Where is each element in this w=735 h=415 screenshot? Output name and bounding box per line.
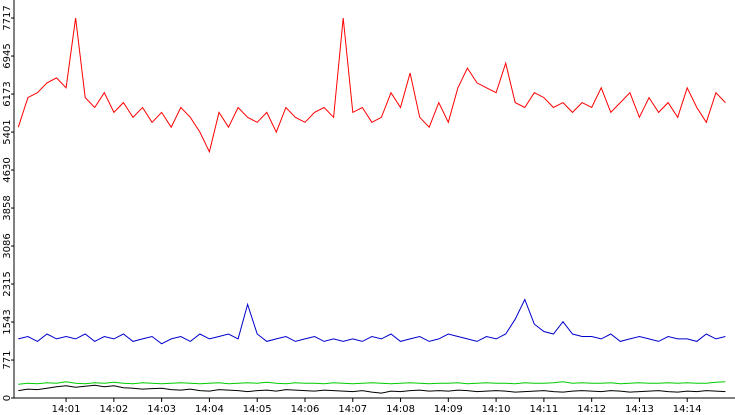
y-tick-label: 5401 bbox=[2, 119, 13, 144]
x-tick-label: 14:13 bbox=[625, 404, 654, 415]
x-tick-label: 14:06 bbox=[291, 404, 320, 415]
y-tick-label: 7717 bbox=[2, 5, 13, 30]
x-tick-label: 14:03 bbox=[147, 404, 176, 415]
x-tick-label: 14:09 bbox=[434, 404, 463, 415]
series-line bbox=[18, 384, 726, 394]
y-tick-label: 3086 bbox=[2, 233, 13, 258]
x-tick-label: 14:02 bbox=[99, 404, 128, 415]
y-tick-label: 0 bbox=[2, 395, 13, 401]
series-line bbox=[18, 298, 726, 345]
x-tick-label: 14:14 bbox=[673, 404, 702, 415]
y-tick-label: 6945 bbox=[2, 43, 13, 68]
x-tick-label: 14:12 bbox=[577, 404, 606, 415]
x-tick-label: 14:07 bbox=[338, 404, 367, 415]
x-tick-label: 14:10 bbox=[482, 404, 511, 415]
y-tick-label: 2315 bbox=[2, 271, 13, 296]
x-tick-label: 14:04 bbox=[195, 404, 224, 415]
y-tick-label: 6173 bbox=[2, 81, 13, 106]
y-tick-label: 1543 bbox=[2, 309, 13, 334]
y-tick-label: 3858 bbox=[2, 195, 13, 220]
series-line bbox=[18, 381, 726, 385]
y-tick-label: 771 bbox=[2, 350, 13, 369]
series-line bbox=[17, 17, 726, 154]
x-tick-label: 14:05 bbox=[243, 404, 272, 415]
x-tick-label: 14:01 bbox=[52, 404, 81, 415]
x-tick-label: 14:11 bbox=[529, 404, 558, 415]
y-tick-label: 4630 bbox=[2, 157, 13, 182]
x-tick-label: 14:08 bbox=[386, 404, 415, 415]
